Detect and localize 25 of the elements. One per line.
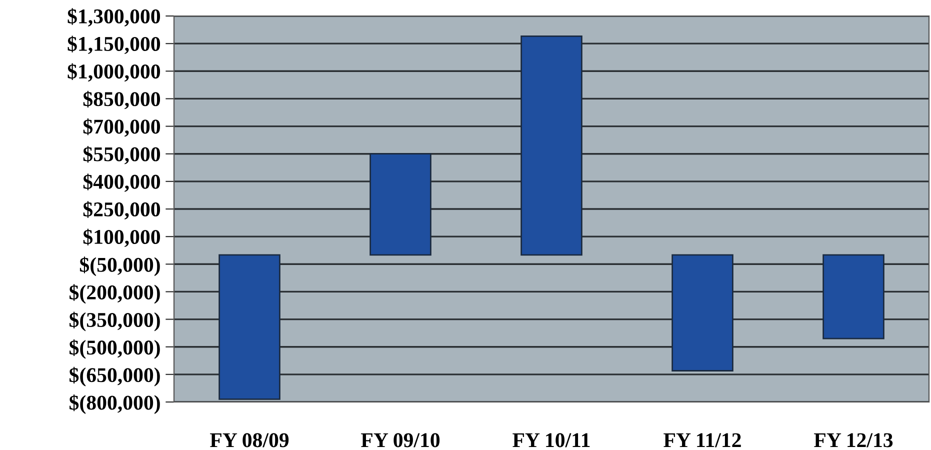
y-tick-label: $850,000: [83, 90, 160, 110]
bar: [370, 153, 432, 256]
y-tick-label: $550,000: [83, 146, 160, 164]
bar: [822, 254, 884, 340]
x-tick-label: FY 11/12: [664, 433, 741, 448]
y-tick-label: $(350,000): [70, 312, 160, 332]
y-tick-label: $100,000: [83, 228, 160, 248]
y-tick-label: $(500,000): [70, 339, 160, 359]
y-tick-label: $(200,000): [70, 284, 160, 304]
y-tick-label: $(50,000): [80, 256, 160, 276]
y-tick-label: $(800,000): [70, 394, 160, 414]
x-tick-label: FY 10/11: [512, 433, 590, 448]
y-tick-label: $1,000,000: [68, 63, 160, 82]
y-tick-label: $(650,000): [70, 366, 160, 386]
x-tick-label: FY 08/09: [210, 433, 289, 448]
bar: [218, 254, 280, 400]
y-tick-label: $1,300,000: [68, 8, 160, 26]
x-tick-label: FY 09/10: [361, 433, 440, 448]
y-tick-label: $400,000: [83, 174, 160, 192]
x-tick-label: FY 12/13: [814, 433, 893, 448]
y-tick-label: $1,150,000: [68, 36, 160, 54]
bar: [672, 254, 734, 372]
y-tick-label: $700,000: [83, 118, 160, 137]
y-tick-label: $250,000: [83, 201, 160, 220]
bar: [520, 36, 582, 256]
